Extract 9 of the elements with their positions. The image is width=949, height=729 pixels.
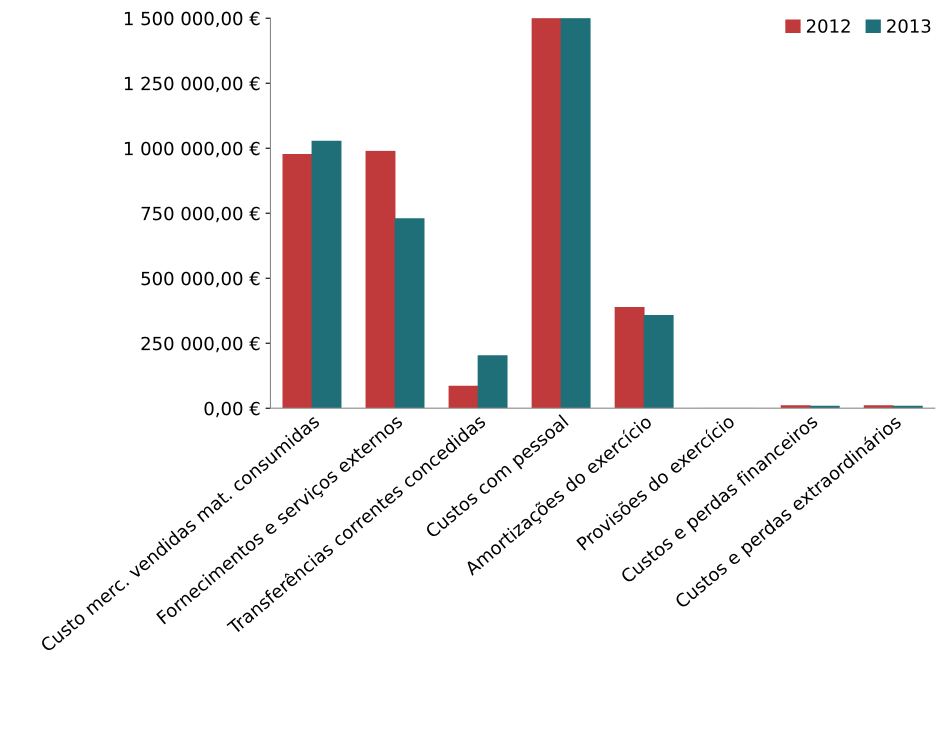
- y-tick-label: 500 000,00 €: [142, 272, 260, 288]
- y-tick-label: 1 250 000,00 €: [124, 76, 260, 92]
- y-tick-label: 250 000,00 €: [141, 336, 260, 352]
- y-tick-label: 0,00 €: [204, 402, 260, 418]
- y-tick-label: 1 500 000,00 €: [124, 12, 260, 28]
- y-tick-label: 1 000 000,00 €: [124, 142, 260, 158]
- legend-label: 2012: [806, 19, 850, 33]
- y-tick-label: 750 000,00 €: [142, 206, 260, 222]
- legend-label: 2013: [887, 19, 930, 33]
